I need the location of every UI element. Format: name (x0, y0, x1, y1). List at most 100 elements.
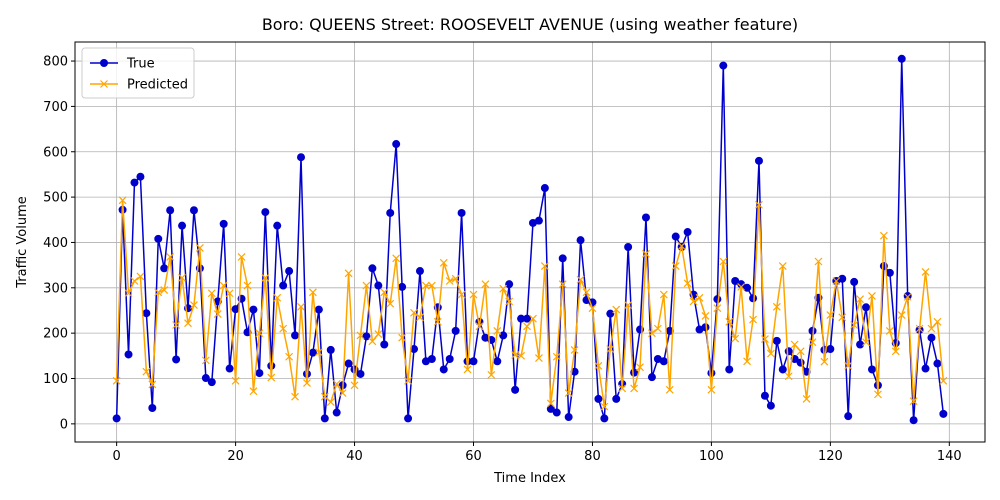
data-point-true (856, 340, 865, 349)
data-point-true (154, 234, 163, 243)
data-point-true (772, 336, 781, 345)
data-point-true (826, 345, 835, 354)
data-point-predicted (933, 317, 942, 326)
data-point-true (261, 208, 270, 217)
data-point-predicted (451, 274, 460, 283)
data-point-true (641, 213, 650, 222)
data-point-true (754, 156, 763, 165)
y-tick-label: 300 (43, 281, 68, 296)
data-point-true (743, 283, 752, 292)
y-tick-label: 600 (43, 145, 68, 160)
data-point-predicted (350, 381, 359, 390)
data-point-predicted (374, 330, 383, 338)
data-point-true (285, 267, 294, 276)
data-point-predicted (814, 257, 823, 266)
data-point-true (439, 365, 448, 374)
data-point-true (445, 355, 454, 364)
data-point-predicted (897, 311, 906, 319)
grid-lines (75, 42, 985, 442)
tick-layer: 0 20 40 60 80 100 120 140 0 100 200 300 400 500 600 700… (43, 55, 962, 464)
data-point-true (909, 416, 918, 425)
data-point-predicted (255, 329, 264, 338)
data-point-predicted (172, 321, 181, 329)
data-point-predicted (404, 376, 412, 385)
data-point-predicted (386, 299, 395, 308)
data-point-predicted (820, 357, 829, 366)
data-point-predicted (612, 305, 621, 314)
data-point-true (933, 359, 942, 368)
data-point-true (725, 365, 734, 374)
data-point-predicted (112, 376, 121, 385)
data-point-true (552, 408, 561, 417)
data-point-true (612, 394, 621, 403)
data-point-predicted (190, 301, 198, 309)
data-point-predicted (433, 317, 442, 326)
data-point-predicted (838, 313, 847, 322)
data-point-predicted (493, 326, 502, 335)
data-point-predicted (606, 345, 615, 353)
data-point-true (189, 206, 198, 215)
data-point-true (404, 414, 413, 423)
data-point-true (594, 394, 603, 403)
x-tick-label: 20 (227, 449, 244, 464)
data-point-predicted (279, 324, 288, 333)
y-tick-label: 700 (43, 100, 68, 115)
data-point-predicted (671, 262, 680, 270)
data-point-predicted (576, 275, 585, 284)
data-point-predicted (862, 338, 870, 347)
data-point-predicted (737, 282, 746, 291)
data-point-predicted (844, 361, 853, 370)
data-point-true (392, 140, 401, 149)
data-point-predicted (778, 262, 787, 270)
data-point-true (576, 236, 585, 245)
legend-marker-true (100, 59, 108, 67)
data-point-predicted (392, 254, 401, 263)
legend: True Predicted (81, 47, 195, 99)
series-line-predicted (115, 199, 945, 408)
data-point-true (356, 369, 365, 378)
data-point-true (707, 369, 716, 378)
x-tick-label: 100 (699, 449, 724, 464)
data-point-true (386, 208, 395, 217)
data-point-true (368, 264, 377, 273)
data-point-true (469, 357, 478, 366)
data-point-true (903, 291, 912, 300)
data-point-true (778, 365, 787, 374)
data-point-predicted (755, 200, 763, 209)
data-point-true (606, 309, 615, 318)
data-point-predicted (445, 277, 454, 285)
data-point-predicted (743, 357, 752, 366)
data-point-predicted (653, 324, 662, 333)
data-point-true (921, 364, 930, 373)
data-point-predicted (761, 335, 769, 343)
data-point-predicted (725, 317, 734, 326)
x-tick-label: 60 (465, 449, 482, 464)
data-point-predicted (249, 387, 258, 396)
y-tick-label: 0 (60, 417, 68, 432)
data-point-predicted (600, 402, 609, 411)
data-point-predicted (160, 286, 169, 294)
data-point-predicted (469, 290, 478, 299)
data-point-predicted (439, 258, 448, 267)
data-point-true (511, 385, 520, 394)
data-point-true (540, 184, 549, 193)
data-point-predicted (921, 268, 930, 276)
data-point-predicted (273, 293, 282, 302)
data-point-predicted (546, 399, 555, 408)
data-point-predicted (207, 289, 216, 298)
data-point-true (737, 280, 746, 289)
x-tick-label: 40 (346, 449, 363, 464)
data-point-predicted (659, 290, 668, 299)
data-point-predicted (118, 196, 127, 205)
data-point-predicted (303, 379, 311, 387)
data-point-predicted (707, 385, 716, 394)
data-point-predicted (826, 311, 835, 319)
data-point-predicted (356, 331, 365, 340)
data-point-true (291, 331, 300, 340)
data-point-predicted (184, 319, 192, 328)
data-point-predicted (689, 297, 698, 306)
data-point-predicted (267, 373, 276, 382)
x-axis-label: Time Index (493, 471, 566, 486)
data-point-predicted (885, 326, 894, 335)
